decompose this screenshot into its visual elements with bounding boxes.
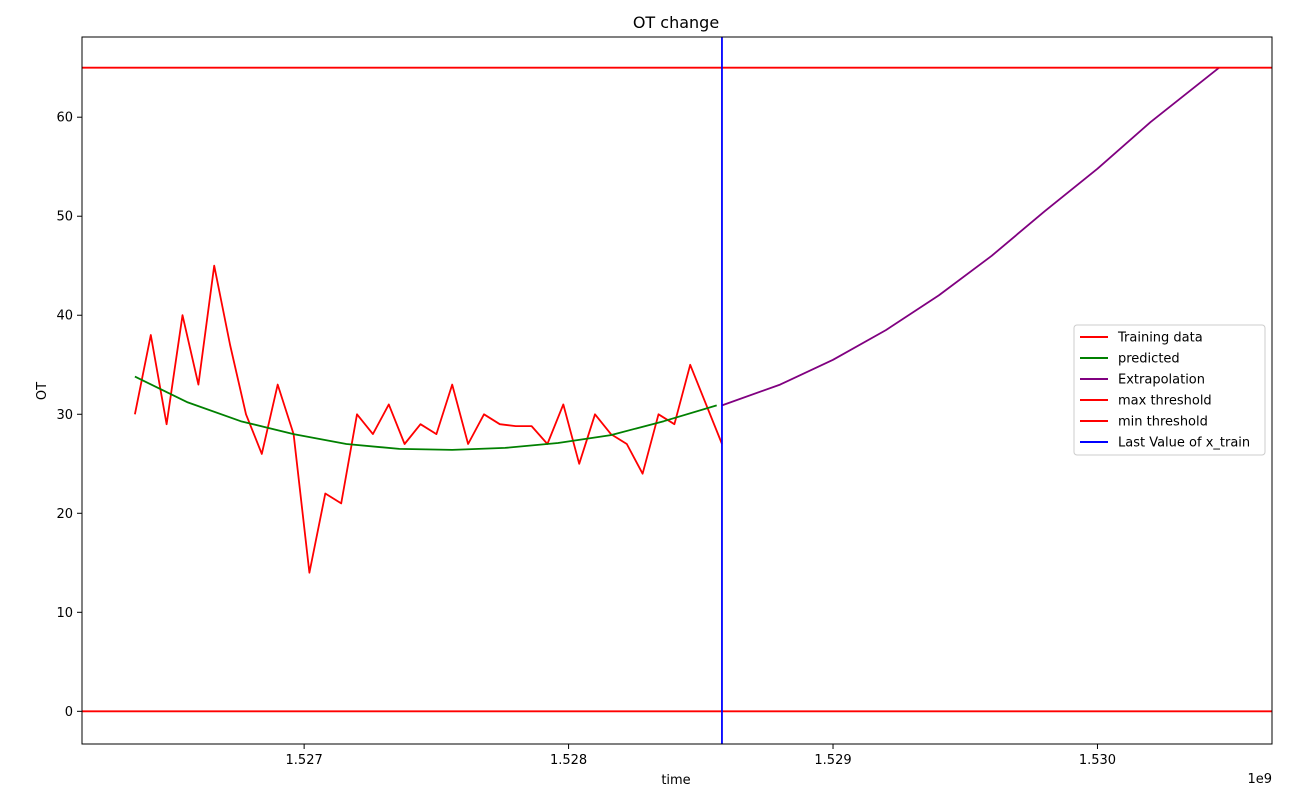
- x-axis-label: time: [661, 773, 690, 788]
- y-tick-label-0: 0: [65, 705, 73, 720]
- y-tick-label-5: 50: [56, 210, 73, 225]
- legend-label-1: predicted: [1118, 352, 1180, 367]
- y-tick-label-6: 60: [56, 111, 73, 126]
- series-line-2: [721, 66, 1220, 407]
- y-tick-label-1: 10: [56, 606, 73, 621]
- x-tick-label-1: 1.528: [550, 753, 587, 768]
- series-line-1: [134, 375, 717, 451]
- y-axis-label: OT: [35, 382, 50, 400]
- legend-label-3: max threshold: [1118, 394, 1212, 409]
- chart-title: OT change: [633, 13, 719, 32]
- x-tick-label-0: 1.527: [286, 753, 323, 768]
- legend-box: [1073, 324, 1266, 456]
- legend-label-4: min threshold: [1118, 415, 1208, 430]
- legend: Training data predicted Extrapolation max t…: [1073, 324, 1266, 456]
- legend-label-0: Training data: [1117, 331, 1203, 346]
- legend-label-2: Extrapolation: [1118, 373, 1205, 388]
- x-tick-label-3: 1.530: [1079, 753, 1116, 768]
- y-axis-ticks: 0 10 20 30 40 50 60: [56, 111, 82, 720]
- x-axis-offset-text: 1e9: [1247, 772, 1272, 787]
- y-tick-label-4: 40: [56, 309, 73, 324]
- x-axis-ticks: 1.527 1.528 1.529 1.530: [286, 744, 1116, 768]
- series-line-0: [134, 264, 723, 574]
- y-tick-label-3: 30: [56, 408, 73, 423]
- y-tick-label-2: 20: [56, 507, 73, 522]
- legend-label-5: Last Value of x_train: [1118, 436, 1250, 451]
- plot-border: [81, 36, 1273, 745]
- x-tick-label-2: 1.529: [814, 753, 851, 768]
- series-layer: [134, 66, 1220, 574]
- reference-lines: [82, 37, 1272, 744]
